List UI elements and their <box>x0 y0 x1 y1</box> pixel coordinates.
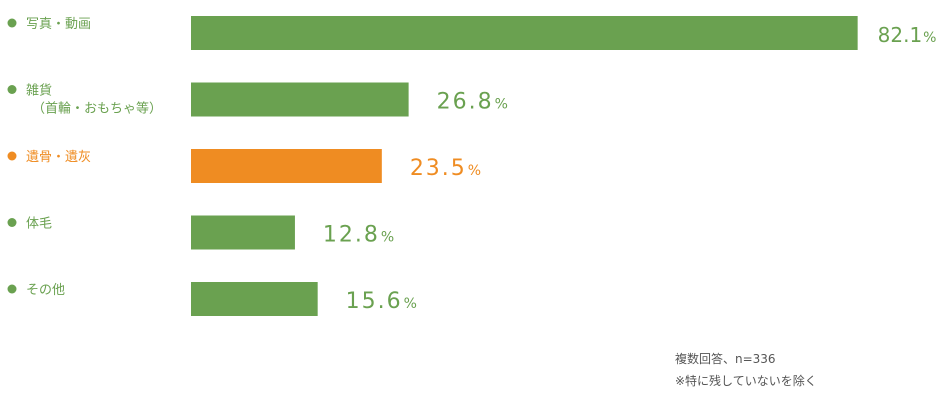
category-label: 体毛 <box>26 217 52 232</box>
value-label: 26.8% <box>437 90 508 115</box>
category-bullet <box>7 151 17 161</box>
bar <box>191 215 295 250</box>
value-label: 15.6% <box>346 289 417 314</box>
bar <box>191 282 318 316</box>
category-bullet <box>7 218 17 227</box>
category-bullet <box>7 85 17 94</box>
bar <box>191 149 382 183</box>
bar <box>191 82 409 117</box>
value-label: 82.1% <box>878 23 937 47</box>
sample-note: 複数回答、n=336 <box>675 352 776 366</box>
category-bullet <box>7 18 17 28</box>
value-label: 23.5% <box>410 156 481 181</box>
category-label: 雑貨（首輪・おもちゃ等） <box>26 83 162 117</box>
value-label: 12.8% <box>323 223 394 248</box>
category-bullet <box>7 284 17 294</box>
bar <box>191 16 858 50</box>
category-label: その他 <box>26 283 65 298</box>
category-label: 写真・動画 <box>26 17 91 32</box>
category-label: 遺骨・遺灰 <box>26 150 91 165</box>
exclusion-note: ※特に残していないを除く <box>675 374 817 388</box>
